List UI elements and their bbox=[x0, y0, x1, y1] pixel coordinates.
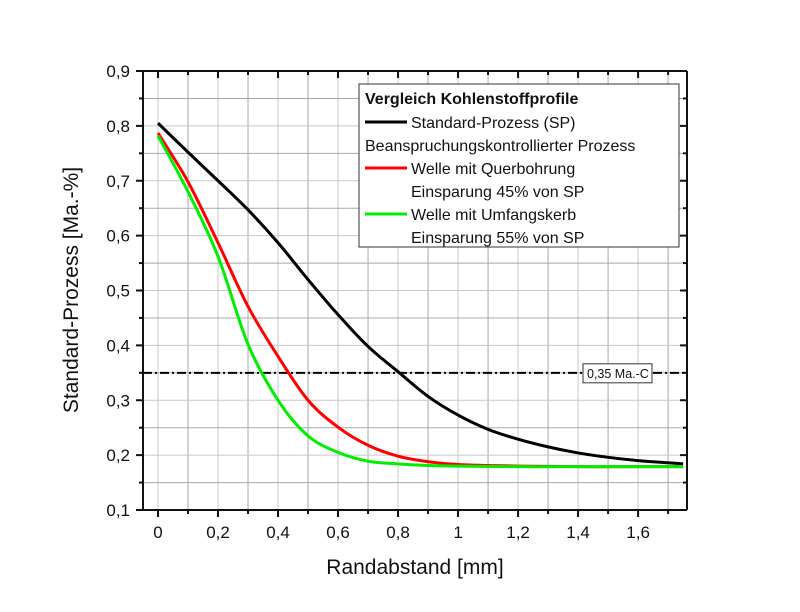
legend-entry-label: Welle mit Umfangskerb bbox=[411, 207, 576, 224]
y-tick-label: 0,3 bbox=[106, 391, 130, 410]
series-line-2 bbox=[156, 135, 684, 469]
x-tick-label: 1,2 bbox=[506, 523, 530, 542]
legend-entry-label: Einsparung 45% von SP bbox=[411, 184, 584, 201]
x-axis-title: Randabstand [mm] bbox=[326, 556, 503, 579]
legend-entry-label: Einsparung 55% von SP bbox=[411, 230, 584, 247]
tick-labels: 0 0,2 0,4 0,6 0,8 1 1,2 1,4 1,6 0,1 0,2 0,3 0,4 0,5 0,… bbox=[106, 62, 650, 542]
x-tick-label: 0,2 bbox=[206, 523, 230, 542]
axes bbox=[136, 70, 688, 517]
x-tick-label: 1 bbox=[453, 523, 462, 542]
legend: Vergleich Kohlenstoffprofile Standard-Pro… bbox=[358, 83, 680, 248]
legend-entry-label: Standard-Prozess (SP) bbox=[411, 115, 576, 132]
y-tick-label: 0,1 bbox=[106, 501, 130, 520]
x-tick-label: 0,4 bbox=[266, 523, 290, 542]
series-group bbox=[156, 122, 684, 469]
y-tick-label: 0,6 bbox=[106, 227, 130, 246]
y-tick-label: 0,8 bbox=[106, 117, 130, 136]
x-tick-label: 0,6 bbox=[326, 523, 350, 542]
x-tick-label: 1,6 bbox=[626, 523, 650, 542]
y-tick-label: 0,5 bbox=[106, 282, 130, 301]
legend-box bbox=[358, 83, 680, 248]
series-line-0 bbox=[156, 122, 684, 466]
legend-title: Vergleich Kohlenstoffprofile bbox=[365, 91, 578, 108]
x-tick-label: 1,4 bbox=[566, 523, 590, 542]
legend-entry-label: Beanspruchungskontrollierter Prozess bbox=[365, 138, 635, 155]
reference-annotation: 0,35 Ma.-C bbox=[582, 363, 653, 384]
y-tick-label: 0,9 bbox=[106, 62, 130, 81]
x-tick-label: 0 bbox=[153, 523, 162, 542]
y-axis-title: Standard-Prozess [Ma.-%] bbox=[60, 167, 83, 413]
y-tick-label: 0,2 bbox=[106, 446, 130, 465]
legend-entry-label: Welle mit Querbohrung bbox=[411, 161, 575, 178]
reference-label-text: 0,35 Ma.-C bbox=[587, 367, 649, 381]
reference-label-box bbox=[582, 363, 653, 384]
y-tick-label: 0,7 bbox=[106, 172, 130, 191]
y-tick-label: 0,4 bbox=[106, 336, 130, 355]
x-tick-label: 0,8 bbox=[386, 523, 410, 542]
